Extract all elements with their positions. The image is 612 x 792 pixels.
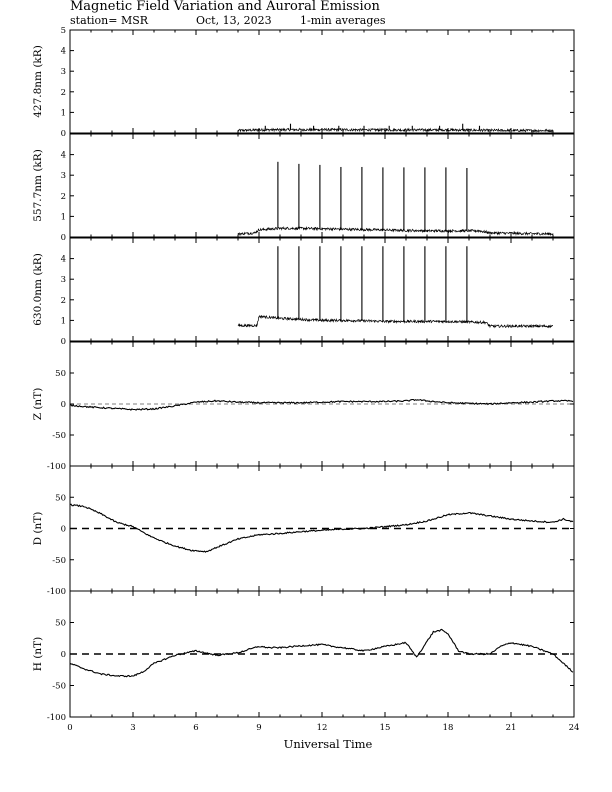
panel-p630: 0 1 2 3 4 630.0nm (kR) [32,237,575,347]
y-tick-label: 4 [61,255,66,265]
y-tick-label: 2 [61,192,66,202]
x-tick-label: 12 [317,723,328,733]
y-axis-label: H (nT) [32,637,44,671]
x-tick-label: 18 [443,723,454,733]
chart-title: Magnetic Field Variation and Auroral Emi… [70,0,380,14]
x-tick-label: 6 [193,723,198,733]
x-tick-label: 0 [67,723,72,733]
panels-group: 0 1 2 3 4 5 427.8nm (kR) 0 1 2 3 4 557.7nm (kR) 0 1 2 3 4… [32,26,575,723]
y-tick-label: 0 [61,525,66,535]
y-tick-label: 2 [61,296,66,306]
y-axis-label: 630.0nm (kR) [32,253,44,326]
y-tick-label: 3 [61,67,66,77]
y-tick-label: 1 [61,108,66,118]
y-tick-label: 4 [61,151,66,161]
panel-pH: -100 -50 0 50 H (nT) [32,590,575,723]
panel-p557: 0 1 2 3 4 557.7nm (kR) [32,133,575,243]
averaging-label: 1-min averages [300,14,386,27]
y-tick-label: 0 [61,129,66,139]
y-tick-label: 50 [55,369,66,379]
series-line [237,127,554,133]
panel-p427: 0 1 2 3 4 5 427.8nm (kR) [32,26,575,139]
series-line [70,398,574,411]
y-tick-label: 1 [61,212,66,222]
x-tick-label: 24 [569,723,580,733]
y-tick-label: -100 [47,587,66,597]
y-axis-label: D (nT) [32,512,44,546]
y-tick-label: 3 [61,275,66,285]
y-tick-label: 0 [61,337,66,347]
y-tick-label: -50 [52,431,66,441]
x-tick-label: 3 [130,723,135,733]
panel-pZ: -100 -50 0 50 Z (nT) [32,341,575,472]
y-tick-label: 50 [55,493,66,503]
x-axis: 0 3 6 9 12 15 18 21 24 [67,723,579,733]
y-tick-label: 2 [61,88,66,98]
y-tick-label: 50 [55,619,66,629]
y-tick-label: -50 [52,682,66,692]
y-tick-label: 0 [61,233,66,243]
y-tick-label: 0 [61,650,66,660]
series-line [237,226,554,237]
y-axis-label: 427.8nm (kR) [32,45,44,118]
x-tick-label: 21 [506,723,517,733]
x-tick-label: 9 [256,723,261,733]
y-tick-label: -100 [47,713,66,723]
y-tick-label: 4 [61,47,66,57]
x-axis-label: Universal Time [284,737,373,751]
series-line [69,628,574,678]
panel-frame [69,133,575,238]
x-tick-label: 15 [380,723,391,733]
y-tick-label: 3 [61,171,66,181]
station-label: station= MSR [70,14,149,27]
panel-frame [69,29,575,134]
y-tick-label: -50 [52,556,66,566]
series-line [69,503,574,553]
y-tick-label: -100 [47,462,66,472]
series-line [237,314,553,329]
panel-pD: -100 -50 0 50 D (nT) [32,465,575,597]
y-tick-label: 0 [61,400,66,410]
y-axis-label: Z (nT) [32,388,44,421]
y-tick-label: 1 [61,316,66,326]
y-tick-label: 5 [61,26,66,36]
y-axis-label: 557.7nm (kR) [32,149,44,222]
date-label: Oct, 13, 2023 [196,14,272,27]
